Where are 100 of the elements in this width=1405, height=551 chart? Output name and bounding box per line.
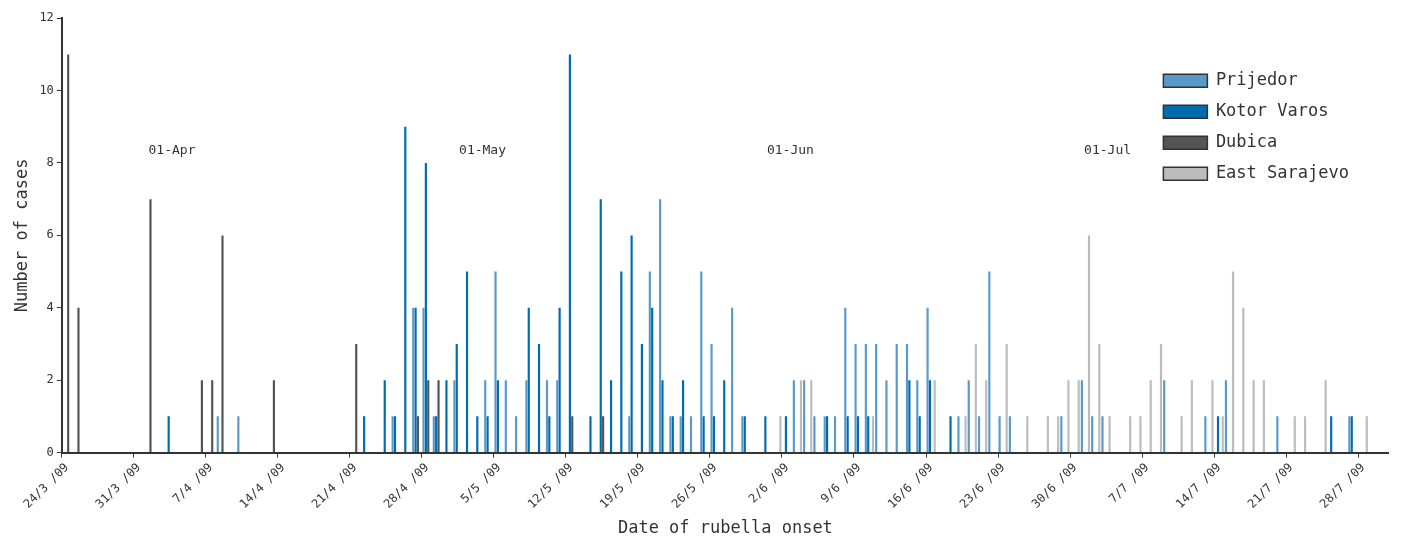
bar [1067,380,1070,453]
bar [985,380,988,453]
bar [933,380,936,453]
y-tick-label: 0 [46,444,54,459]
x-axis-title: Date of rubella onset [617,517,833,538]
legend-label: East Sarajevo [1215,162,1349,183]
bar [871,416,875,453]
bar [216,416,219,453]
y-tick-label: 4 [46,299,54,314]
bar [211,380,214,453]
bar [1139,416,1142,453]
bar [620,271,623,453]
bar [1276,416,1279,453]
bar [681,380,685,453]
bar [453,380,456,453]
bar [957,416,960,453]
bar [1091,416,1094,453]
annotation: 01-Apr [148,142,196,158]
bar [689,416,693,453]
bar [784,416,788,453]
bar [1324,380,1327,453]
bar [712,416,716,453]
y-tick-label: 6 [46,227,54,242]
bar [545,380,549,453]
bar [77,307,80,453]
bar [527,307,530,453]
bar [702,416,705,453]
bar [455,343,458,453]
bar [416,416,420,453]
bar [1159,343,1163,453]
bar [1108,416,1111,453]
bar [864,343,867,453]
bar [1101,416,1104,453]
bar [355,343,358,453]
bar [1303,416,1307,453]
legend-label: Dubica [1215,131,1278,152]
bar [571,416,574,453]
bar [764,416,767,453]
bar [630,235,633,453]
bar [1330,416,1333,453]
bar [1231,271,1235,453]
bar [833,416,837,453]
bar [988,271,991,453]
bar [1026,416,1029,453]
bar [1008,416,1011,453]
bar [1252,380,1255,453]
annotation: 01-May [459,142,507,158]
bar [1293,416,1296,453]
y-tick-label: 10 [39,82,54,97]
bar [1180,416,1183,453]
bar [856,416,860,453]
bar [918,416,921,453]
bar [659,199,662,453]
y-tick-label: 12 [39,10,54,25]
bar [998,416,1001,453]
legend-label: Kotor Varos [1215,100,1329,121]
bar [1129,416,1132,453]
bar [1149,380,1152,453]
bar [383,380,386,453]
bar [640,343,643,453]
bar [854,343,857,453]
bar [484,380,487,453]
bar [589,416,592,453]
bar [875,343,878,453]
bar [1087,235,1091,453]
bar [813,416,816,453]
bar [515,416,518,453]
bar [844,307,847,453]
bar [548,416,551,453]
bar [1365,416,1368,453]
bar [974,343,977,453]
bar [609,380,613,453]
bar [422,307,425,453]
bar [810,380,813,453]
bar [928,380,932,453]
bar [496,380,499,453]
bar [867,416,870,453]
bar [1242,307,1245,453]
bar [1216,416,1220,453]
bar [504,380,507,453]
bar [237,416,240,453]
bar [1098,343,1101,453]
bar [799,380,803,453]
bar [905,343,909,453]
bar [1204,416,1207,453]
bar [404,126,407,453]
bar [908,380,911,453]
bar [803,380,806,453]
bar [599,199,602,453]
bar [1190,380,1193,453]
bar [731,307,734,453]
bar [661,380,664,453]
bar [964,416,967,453]
bar [710,343,713,453]
bar [723,380,726,453]
y-tick-label: 8 [46,155,54,170]
bar [486,416,489,453]
bar [792,380,795,453]
bar [648,271,651,453]
bar [537,343,541,453]
